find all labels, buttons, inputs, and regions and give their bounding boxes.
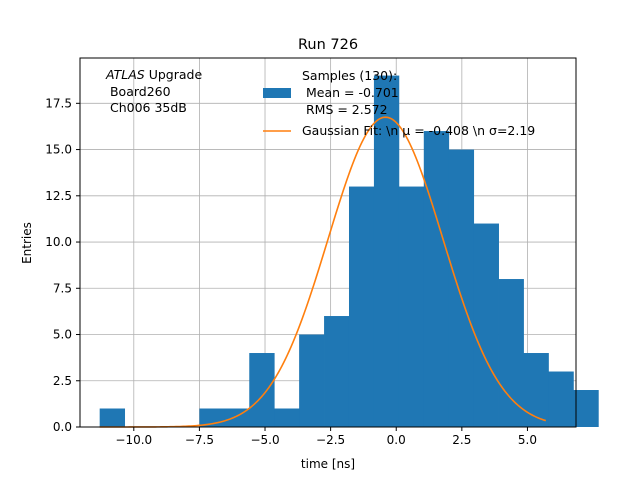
histogram-bar <box>398 186 425 427</box>
x-tick-label: −5.0 <box>250 433 279 447</box>
x-tick-label: −7.5 <box>185 433 214 447</box>
x-axis-ticks: −10.0 −7.5 −5.0 −2.5 0.0 2.5 5.0 <box>115 427 537 447</box>
y-tick-label: 0.0 <box>53 420 72 434</box>
histogram-bar <box>473 223 499 427</box>
histogram-bar <box>373 75 400 428</box>
histogram-bar <box>523 353 549 427</box>
x-tick-label: 5.0 <box>518 433 537 447</box>
histogram-bar <box>299 334 325 427</box>
legend: Samples (130): Mean = -0.701 RMS = 2.572… <box>263 68 535 138</box>
legend-samples-title: Samples (130): <box>302 68 397 83</box>
y-tick-label: 2.5 <box>53 374 72 388</box>
histogram-bar <box>274 408 300 427</box>
histogram-bar <box>324 316 350 427</box>
atlas-annotation: ATLAS Upgrade Board260 Ch006 35dB <box>105 67 202 115</box>
legend-samples-mean: Mean = -0.701 <box>302 85 399 100</box>
legend-fit-label: Gaussian Fit: \n μ = -0.408 \n σ=2.19 <box>302 123 535 138</box>
y-axis-ticks: 0.0 2.5 5.0 7.5 10.0 12.5 15.0 17.5 <box>45 96 80 434</box>
x-tick-label: 2.5 <box>452 433 471 447</box>
y-tick-label: 7.5 <box>53 281 72 295</box>
svg-text:ATLAS Upgrade: ATLAS Upgrade <box>105 67 202 82</box>
y-tick-label: 10.0 <box>45 235 72 249</box>
histogram-bar <box>249 353 275 427</box>
upgrade-label: Upgrade <box>145 67 203 82</box>
channel-label: Ch006 35dB <box>106 100 187 115</box>
y-axis-label: Entries <box>20 222 34 264</box>
x-tick-label: 0.0 <box>387 433 406 447</box>
histogram-bar <box>423 131 450 427</box>
histogram-bar <box>348 186 375 427</box>
board-label: Board260 <box>106 84 171 99</box>
legend-samples-rms: RMS = 2.572 <box>302 102 388 117</box>
x-tick-label: −2.5 <box>316 433 345 447</box>
histogram-bar <box>99 408 126 427</box>
y-tick-label: 15.0 <box>45 143 72 157</box>
x-axis-label: time [ns] <box>301 457 355 471</box>
legend-patch-samples <box>263 88 291 98</box>
histogram-bar <box>448 149 475 427</box>
histogram-bar <box>573 390 599 427</box>
histogram-bar <box>548 371 574 427</box>
y-tick-label: 17.5 <box>45 96 72 110</box>
y-tick-label: 5.0 <box>53 328 72 342</box>
chart-title: Run 726 <box>298 37 358 53</box>
y-tick-label: 12.5 <box>45 189 72 203</box>
histogram-bar <box>498 279 524 427</box>
histogram-bars <box>99 75 599 428</box>
x-tick-label: −10.0 <box>115 433 152 447</box>
atlas-label: ATLAS <box>105 67 145 82</box>
